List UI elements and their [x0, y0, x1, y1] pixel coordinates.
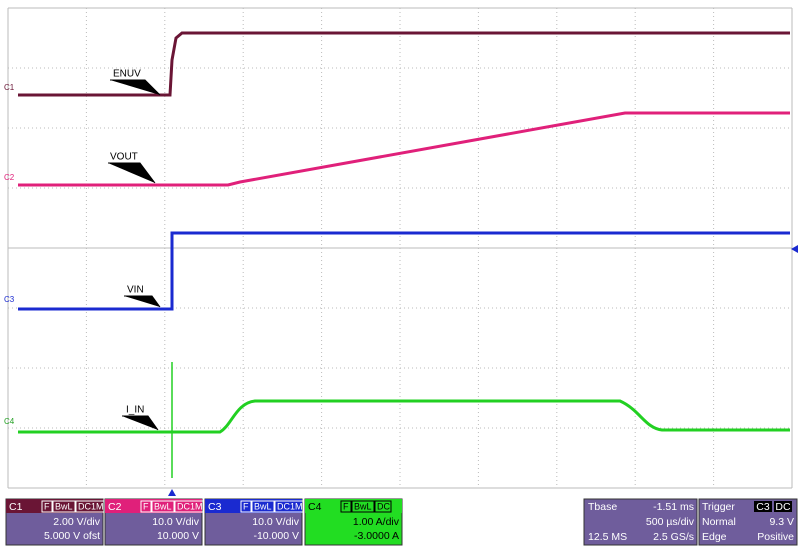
flag-box [374, 500, 392, 513]
channel-offset: 5.000 V ofst [44, 530, 100, 542]
trigger-mode: Normal [702, 516, 736, 528]
channel-offset: -3.0000 A [354, 530, 399, 542]
trace-label: ENUV [113, 69, 141, 80]
leader-lines [108, 79, 161, 431]
channel-header [6, 499, 103, 513]
flag-box [274, 500, 304, 513]
trigger-coupling-box [774, 501, 792, 512]
trigger-type: Edge [702, 531, 727, 543]
channel-flag: BwL [55, 501, 73, 511]
trace-c4 [18, 399, 790, 434]
channel-flag: BwL [354, 501, 372, 511]
channel-name: C4 [308, 501, 322, 513]
channel-flag: F [343, 501, 349, 511]
channel-header [105, 499, 202, 513]
flag-box [41, 500, 53, 513]
channel-flag: DC [377, 501, 390, 511]
channel-marker: C3 [4, 295, 15, 304]
grid [7, 7, 793, 489]
waveforms [18, 31, 790, 478]
flag-box [174, 500, 204, 513]
channel-flag: DC1M [78, 501, 104, 511]
trace-c1 [18, 31, 790, 97]
channel-flag: F [143, 501, 149, 511]
trace-label: VIN [127, 285, 144, 296]
channel-name: C1 [9, 501, 23, 513]
channel-name: C2 [108, 501, 122, 513]
channel-scale: 10.0 V/div [252, 516, 299, 528]
timebase-scale: 500 µs/div [646, 516, 695, 528]
trace-c3 [18, 231, 790, 311]
trigger-title: Trigger [702, 501, 735, 513]
trigger-level-marker [791, 245, 798, 253]
channel-marker: C1 [4, 83, 15, 92]
channel-scale: 1.00 A/div [353, 516, 400, 528]
channel-flag: F [243, 501, 249, 511]
channel-flag: DC1M [277, 501, 303, 511]
flag-box [340, 500, 352, 513]
channel-marker: C4 [4, 417, 15, 426]
trigger-slope: Positive [757, 531, 794, 543]
trigger-coupling: DC [775, 501, 791, 513]
channel-flag: BwL [254, 501, 272, 511]
trigger-time-marker [168, 489, 176, 496]
trace-label: I_IN [126, 405, 144, 416]
channel-header [205, 499, 302, 513]
channel-flag: BwL [154, 501, 172, 511]
flag-box [351, 500, 375, 513]
timebase-title: Tbase [588, 501, 617, 513]
trigger-source: C3 [756, 501, 770, 513]
timebase-delay: -1.51 ms [653, 501, 694, 513]
channel-scale: 2.00 V/div [53, 516, 100, 528]
flag-box [75, 500, 105, 513]
channel-scale: 10.0 V/div [152, 516, 199, 528]
channel-offset: -10.000 V [253, 530, 299, 542]
info-panels: C1 F BwL DC1M 2.00 V/div 5.000 V ofst C2 F BwL DC… [5, 498, 798, 546]
flag-box [240, 500, 252, 513]
trigger-source-box [754, 501, 772, 512]
timebase-samples: 12.5 MS [588, 531, 627, 543]
timebase-panel [583, 498, 698, 546]
flag-box [140, 500, 152, 513]
channel-marker: C2 [4, 173, 15, 182]
flag-box [251, 500, 275, 513]
channel-flag: DC1M [177, 501, 203, 511]
flag-box [151, 500, 175, 513]
timebase-rate: 2.5 GS/s [653, 531, 694, 543]
trace-label: VOUT [110, 152, 138, 163]
channel-offset: 10.000 V [157, 530, 199, 542]
channel-header [305, 499, 402, 513]
channel-flag: F [44, 501, 50, 511]
channel-name: C3 [208, 501, 222, 513]
flag-box [52, 500, 76, 513]
trace-c2 [18, 111, 790, 187]
trigger-level: 9.3 V [769, 516, 794, 528]
